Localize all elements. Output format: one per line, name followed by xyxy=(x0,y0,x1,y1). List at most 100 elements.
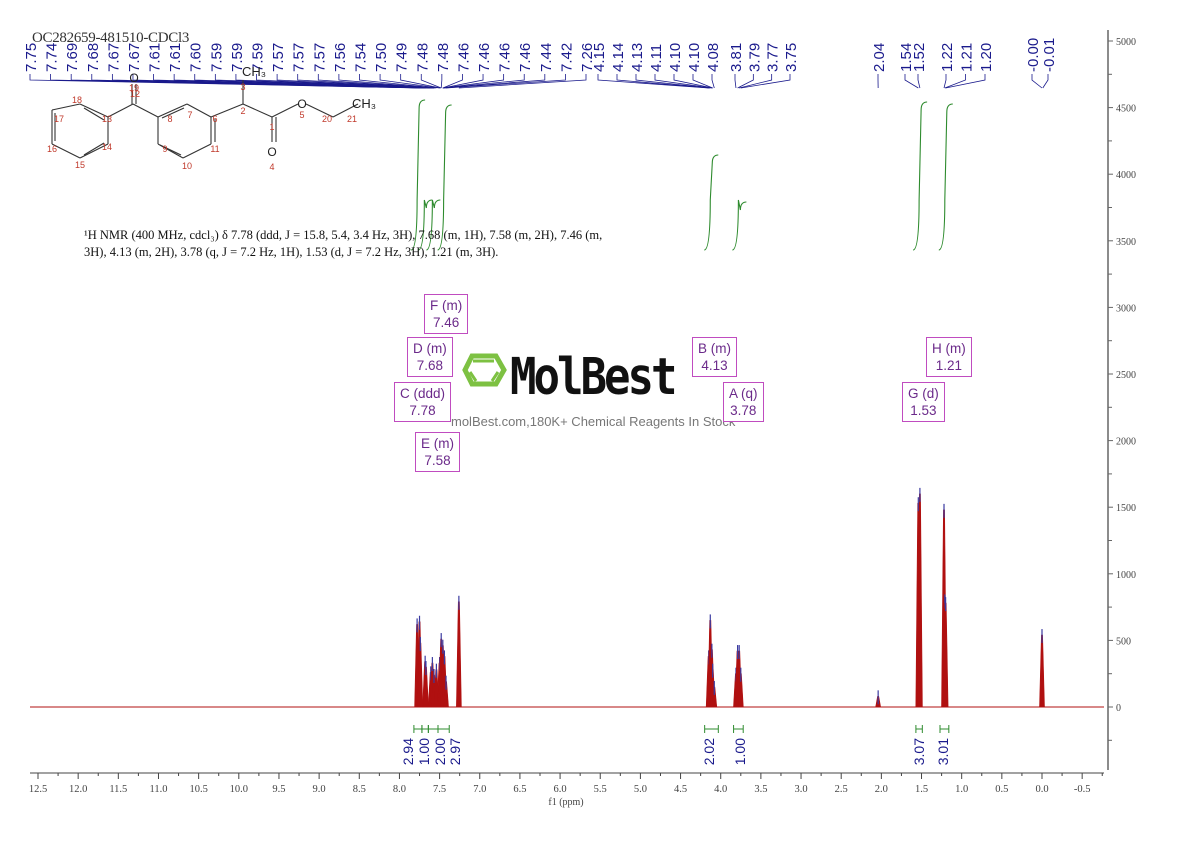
peak-label: 7.56 xyxy=(332,43,349,72)
peak-label: 3.75 xyxy=(783,43,800,72)
svg-text:10: 10 xyxy=(182,161,192,171)
x-tick-label: 11.0 xyxy=(149,784,167,795)
x-tick-label: 2.5 xyxy=(835,784,848,795)
x-tick-label: 5.0 xyxy=(634,784,647,795)
multiplet-label-h: H (m) 1.21 xyxy=(926,337,972,377)
y-tick-label: 3000 xyxy=(1116,303,1136,314)
peak-label: 2.04 xyxy=(871,43,888,72)
peak-label: 7.26 xyxy=(579,43,596,72)
peak-label: 3.81 xyxy=(728,43,745,72)
integral-value: 3.07 xyxy=(911,738,927,765)
peak-label: 1.54 xyxy=(898,43,915,72)
multiplet-label-b: B (m) 4.13 xyxy=(692,337,737,377)
svg-text:9: 9 xyxy=(162,144,167,154)
svg-text:8: 8 xyxy=(167,114,172,124)
svg-text:21: 21 xyxy=(347,114,357,124)
svg-text:O: O xyxy=(297,97,306,111)
y-tick-label: 5000 xyxy=(1116,37,1136,48)
peak-label: 7.69 xyxy=(64,43,81,72)
y-tick-label: 2500 xyxy=(1116,370,1136,381)
spectrum-trace xyxy=(30,487,1104,708)
peak-label: 7.61 xyxy=(167,43,184,72)
integral-value: 2.02 xyxy=(701,738,717,765)
peak-label: 7.59 xyxy=(208,43,225,72)
integral-value: 2.94 xyxy=(400,738,416,765)
x-tick-label: 9.0 xyxy=(313,784,326,795)
peak-label: 7.68 xyxy=(85,43,102,72)
x-tick-label: 2.0 xyxy=(875,784,888,795)
x-tick-label: 12.5 xyxy=(29,784,47,795)
svg-text:13: 13 xyxy=(102,114,112,124)
peak-label: 7.67 xyxy=(126,43,143,72)
peak-label: 7.57 xyxy=(311,43,328,72)
integral-value: 3.01 xyxy=(935,738,951,765)
multiplet-label-a: A (q) 3.78 xyxy=(723,382,764,422)
x-tick-label: -0.5 xyxy=(1074,784,1091,795)
peak-label: 1.21 xyxy=(959,43,976,72)
peak-label: 7.49 xyxy=(394,43,411,72)
y-tick-label: 1000 xyxy=(1116,570,1136,581)
svg-text:18: 18 xyxy=(72,95,82,105)
x-axis-title: f1 (ppm) xyxy=(548,797,583,808)
x-tick-label: 10.0 xyxy=(230,784,248,795)
peak-label: 7.46 xyxy=(497,43,514,72)
peak-label: 7.46 xyxy=(455,43,472,72)
svg-text:CH₃: CH₃ xyxy=(242,64,266,79)
peak-label: 7.61 xyxy=(147,43,164,72)
y-tick-label: 0 xyxy=(1116,703,1121,714)
multiplet-label-d: D (m) 7.68 xyxy=(407,337,453,377)
svg-text:O: O xyxy=(267,145,276,159)
nmr-description-line2: 3H), 4.13 (m, 2H), 3.78 (q, J = 7.2 Hz, … xyxy=(84,245,499,259)
peak-label: 7.54 xyxy=(352,43,369,72)
peak-label: 7.46 xyxy=(476,43,493,72)
x-tick-label: 11.5 xyxy=(109,784,127,795)
peak-label: 1.20 xyxy=(978,43,995,72)
x-tick-label: 3.0 xyxy=(794,784,807,795)
svg-text:12: 12 xyxy=(130,89,140,99)
y-tick-label: 1500 xyxy=(1116,503,1136,514)
peak-label: 7.48 xyxy=(435,43,452,72)
svg-text:15: 15 xyxy=(75,160,85,170)
peak-label: 4.11 xyxy=(648,44,665,72)
peak-label: 4.10 xyxy=(686,43,703,72)
nmr-description-line1: ¹H NMR (400 MHz, cdcl₃) δ 7.78 (ddd, J =… xyxy=(84,228,603,242)
multiplet-label-e: E (m) 7.58 xyxy=(415,432,460,472)
x-tick-label: 0.5 xyxy=(995,784,1008,795)
peak-label: 3.79 xyxy=(746,43,763,72)
peak-label: 7.46 xyxy=(517,43,534,72)
svg-text:4: 4 xyxy=(269,162,274,172)
svg-text:3: 3 xyxy=(240,82,245,92)
y-tick-label: 3500 xyxy=(1116,237,1136,248)
integral-value: 2.97 xyxy=(447,738,463,765)
x-tick-label: 4.0 xyxy=(714,784,727,795)
multiplet-label-f: F (m) 7.46 xyxy=(424,294,469,334)
x-tick-label: 1.5 xyxy=(915,784,928,795)
multiplet-label-c: C (ddd) 7.78 xyxy=(394,382,452,422)
x-tick-label: 12.0 xyxy=(69,784,87,795)
peak-label: -0.01 xyxy=(1041,38,1058,72)
peak-label: 7.44 xyxy=(538,43,555,72)
x-tick-label: 3.5 xyxy=(754,784,767,795)
nmr-description: ¹H NMR (400 MHz, cdcl₃) δ 7.78 (ddd, J =… xyxy=(84,227,644,261)
peak-label: 3.77 xyxy=(765,43,782,72)
molbest-hexagon-icon xyxy=(462,353,507,387)
svg-text:20: 20 xyxy=(322,114,332,124)
multiplet-label-g: G (d) 1.53 xyxy=(902,382,945,422)
svg-text:19: 19 xyxy=(129,83,139,93)
svg-text:17: 17 xyxy=(54,114,64,124)
peak-label: 7.42 xyxy=(558,43,575,72)
peak-label: 7.57 xyxy=(270,43,287,72)
x-tick-label: 0.0 xyxy=(1035,784,1048,795)
y-tick-label: 4500 xyxy=(1116,104,1136,115)
svg-text:O: O xyxy=(129,71,138,85)
peak-label: 7.50 xyxy=(373,43,390,72)
integral-value: 1.00 xyxy=(732,738,748,765)
x-tick-label: 9.5 xyxy=(272,784,285,795)
peak-label: 1.52 xyxy=(911,43,928,72)
peak-label: -0.00 xyxy=(1025,38,1042,72)
peak-label: 1.22 xyxy=(939,43,956,72)
svg-text:11: 11 xyxy=(210,144,219,154)
peak-label: 4.13 xyxy=(629,43,646,72)
